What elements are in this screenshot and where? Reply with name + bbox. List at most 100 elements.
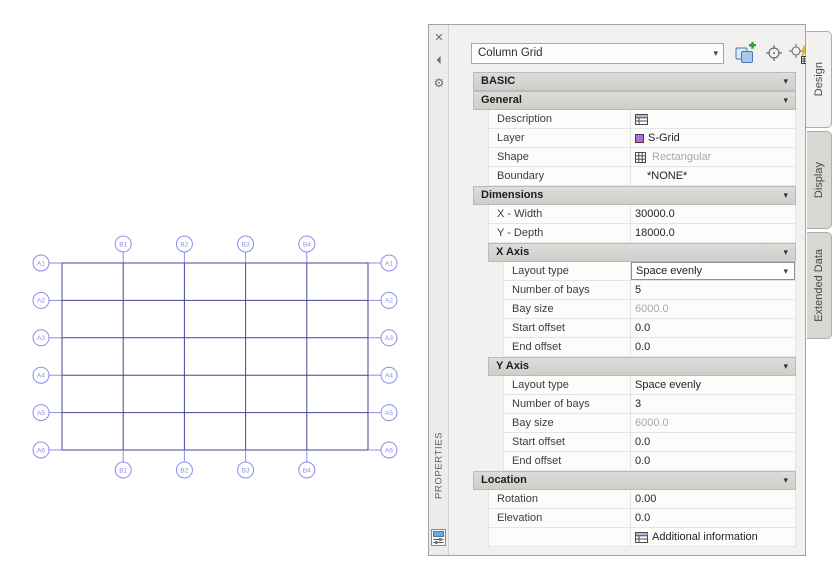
grid-bubble-a3: A3 (32, 329, 50, 347)
property-value[interactable]: 30000.0 (630, 205, 795, 223)
property-value[interactable]: 6000.0 (630, 300, 795, 318)
property-value[interactable]: Additional information (630, 528, 795, 546)
property-value[interactable]: 0.0 (630, 509, 795, 527)
shape-grid-icon[interactable] (635, 151, 648, 163)
grid-bubble-a5: A5 (380, 404, 398, 422)
value-text: 0.0 (635, 341, 651, 353)
property-label: Layer (497, 132, 525, 144)
description-icon[interactable] (635, 113, 648, 125)
grid-bubble-a5: A5 (32, 404, 50, 422)
property-row-number-of-bays: Number of bays 5 (503, 281, 796, 300)
svg-text:A4: A4 (37, 373, 45, 380)
object-type-dropdown[interactable]: Column Grid ▾ (471, 43, 724, 64)
section-header-general[interactable]: General ▾ (473, 91, 796, 110)
property-label: Number of bays (512, 398, 590, 410)
column-grid-drawing[interactable]: A1 A1 A2 A2 A3 A3 A4 A4 A5 A5 A6 A6 B1 B1 B2 B2 B3 B3 B4 B4 (0, 220, 420, 500)
chevron-down-icon: ▾ (783, 266, 788, 276)
property-label: Bay size (512, 303, 554, 315)
chevron-down-icon: ▾ (783, 95, 788, 105)
value-text: 18000.0 (635, 227, 675, 239)
property-value[interactable]: 18000.0 (630, 224, 795, 242)
property-label: Boundary (497, 170, 545, 182)
property-label: Shape (497, 151, 529, 163)
svg-text:B4: B4 (303, 241, 311, 248)
select-objects-icon[interactable] (733, 41, 757, 65)
section-title: Y Axis (496, 360, 530, 372)
section-title: X Axis (496, 246, 530, 258)
svg-text:A2: A2 (385, 298, 393, 305)
property-value[interactable]: *NONE* (630, 167, 795, 185)
auto-hide-pin-icon[interactable]: ⏴ (436, 55, 442, 67)
section-header-x-axis[interactable]: X Axis ▾ (488, 243, 796, 262)
property-row-shape: Shape Rectangular (488, 148, 796, 167)
property-value[interactable]: 0.0 (630, 433, 795, 451)
section-title: BASIC (481, 75, 516, 87)
property-value[interactable]: 0.0 (630, 452, 795, 470)
property-label (489, 528, 630, 546)
grid-bubble-b1: B1 (114, 235, 132, 253)
svg-text:B4: B4 (303, 467, 311, 474)
property-list: BASIC ▾ General ▾ Description Layer S-Grid Shap… (473, 72, 796, 547)
property-value[interactable]: Rectangular (630, 148, 795, 166)
palette-menu-gear-icon[interactable]: ⚙ (433, 76, 445, 90)
section-title: Dimensions (481, 189, 544, 201)
property-value[interactable]: 0.0 (630, 319, 795, 337)
layer-color-swatch[interactable] (635, 133, 644, 143)
section-header-location[interactable]: Location ▾ (473, 471, 796, 490)
section-header-dimensions[interactable]: Dimensions ▾ (473, 186, 796, 205)
value-text: 0.00 (635, 493, 657, 505)
layout-type-combobox[interactable]: Space evenly ▾ (631, 262, 795, 280)
grid-bubble-a2: A2 (32, 291, 50, 309)
property-value[interactable]: 0.0 (630, 338, 795, 356)
svg-text:A1: A1 (385, 260, 393, 267)
property-row-elevation: Elevation 0.0 (488, 509, 796, 528)
property-row-boundary: Boundary *NONE* (488, 167, 796, 186)
tab-design[interactable]: Design (806, 31, 832, 128)
property-value[interactable]: Space evenly ▾ (630, 262, 795, 280)
property-value[interactable]: Space evenly (630, 376, 795, 394)
svg-text:B2: B2 (180, 467, 188, 474)
property-label: Y - Depth (497, 227, 544, 239)
chevron-down-icon: ▾ (783, 76, 788, 86)
chevron-down-icon: ▾ (783, 247, 788, 257)
property-value[interactable]: 0.00 (630, 490, 795, 508)
property-row-rotation: Rotation 0.00 (488, 490, 796, 509)
additional-information-icon[interactable] (635, 531, 648, 543)
grid-bubble-a2: A2 (380, 291, 398, 309)
property-row-x-width: X - Width 30000.0 (488, 205, 796, 224)
section-header-y-axis[interactable]: Y Axis ▾ (488, 357, 796, 376)
property-label: Layout type (512, 379, 569, 391)
grid-bubble-b4: B4 (298, 461, 316, 479)
property-label: X - Width (497, 208, 543, 220)
property-value[interactable]: 3 (630, 395, 795, 413)
property-label: Start offset (512, 322, 565, 334)
quick-select-icon[interactable] (762, 42, 786, 65)
property-value[interactable]: S-Grid (630, 129, 795, 147)
tab-display[interactable]: Display (807, 131, 832, 229)
property-row-y-depth: Y - Depth 18000.0 (488, 224, 796, 243)
value-text: 0.0 (635, 512, 651, 524)
property-label: Bay size (512, 417, 554, 429)
property-label: Number of bays (512, 284, 590, 296)
grid-bubble-a3: A3 (380, 329, 398, 347)
value-text: 6000.0 (635, 303, 669, 315)
close-icon[interactable]: ✕ (434, 32, 444, 44)
section-title: General (481, 94, 522, 106)
svg-text:B1: B1 (119, 241, 127, 248)
property-row-end-offset: End offset 0.0 (503, 338, 796, 357)
property-value[interactable]: 5 (630, 281, 795, 299)
property-value[interactable] (630, 110, 795, 128)
property-value[interactable]: 6000.0 (630, 414, 795, 432)
svg-text:A3: A3 (37, 335, 45, 342)
grid-bubble-b4: B4 (298, 235, 316, 253)
svg-text:A5: A5 (37, 410, 45, 417)
value-text: 0.0 (635, 455, 651, 467)
svg-text:A5: A5 (385, 410, 393, 417)
value-text: 5 (635, 284, 642, 296)
property-label: Rotation (497, 493, 538, 505)
svg-text:A4: A4 (385, 373, 393, 380)
section-header-basic[interactable]: BASIC ▾ (473, 72, 796, 91)
tab-extended-data[interactable]: Extended Data (807, 232, 832, 339)
svg-text:A6: A6 (385, 447, 393, 454)
